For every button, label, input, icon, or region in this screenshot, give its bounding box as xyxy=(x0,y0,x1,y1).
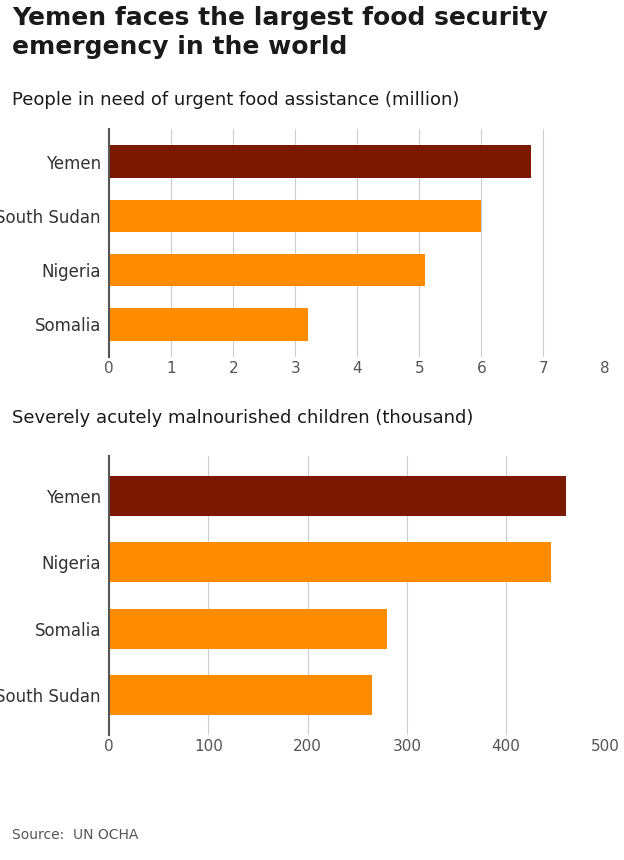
Bar xyxy=(109,308,308,341)
Bar xyxy=(109,200,481,232)
Text: Severely acutely malnourished children (thousand): Severely acutely malnourished children (… xyxy=(12,409,474,427)
Bar xyxy=(109,254,426,286)
Text: C: C xyxy=(593,828,603,842)
Bar xyxy=(109,609,387,648)
Text: People in need of urgent food assistance (million): People in need of urgent food assistance… xyxy=(12,91,460,109)
Bar xyxy=(109,543,551,582)
Bar xyxy=(109,675,372,716)
Bar xyxy=(109,145,531,178)
Bar xyxy=(109,476,565,516)
Text: B: B xyxy=(567,828,578,842)
Text: Yemen faces the largest food security
emergency in the world: Yemen faces the largest food security em… xyxy=(12,6,548,58)
Text: B: B xyxy=(541,828,552,842)
Text: Source:  UN OCHA: Source: UN OCHA xyxy=(12,828,139,842)
